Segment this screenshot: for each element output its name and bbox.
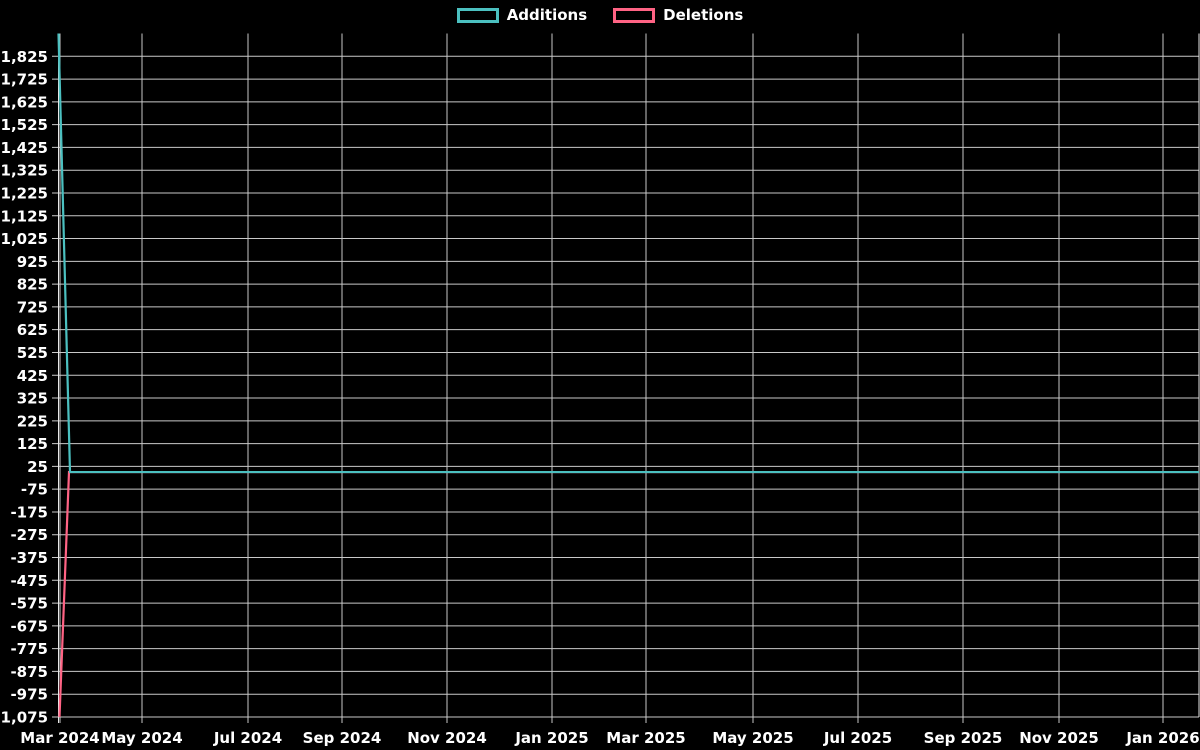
deletions-swatch-icon [613,7,656,23]
y-tick-label: 125 [17,435,48,453]
y-tick-label: -675 [10,617,48,635]
y-tick-label: 1,625 [1,93,48,111]
axis-borders [58,33,1200,723]
x-tick-label: Nov 2024 [407,729,487,747]
y-tick-label: -375 [10,549,48,567]
y-tick-label: 525 [17,344,48,362]
y-tick-label: 625 [17,321,48,339]
y-tick-label: 25 [27,458,48,476]
v-gridlines [59,33,1164,723]
y-tick-label: 1,325 [1,162,48,180]
y-tick-labels: 1,825 1,725 1,625 1,525 1,425 1,325 1,225 1,125… [0,48,48,727]
chart-legend: Additions Deletions [0,6,1200,24]
x-tick-label: May 2025 [712,729,793,747]
y-tick-label: -975 [10,686,48,704]
y-tick-label: -775 [10,640,48,658]
x-tick-label: Sep 2024 [303,729,382,747]
y-tick-label: 325 [17,390,48,408]
y-tick-label: -275 [10,526,48,544]
y-tick-label: 1,825 [1,48,48,66]
y-tick-label: 825 [17,276,48,294]
additions-swatch-icon [456,7,499,23]
y-tick-label: 725 [17,298,48,316]
legend-item-deletions[interactable]: Deletions [613,6,743,24]
legend-label-deletions: Deletions [663,6,744,24]
y-tick-label: 1,225 [1,184,48,202]
x-tick-label: Sep 2025 [924,729,1003,747]
x-tick-label: Jul 2025 [823,729,892,747]
y-tick-label: 1,425 [1,139,48,157]
x-tick-label: Mar 2024 [20,729,99,747]
legend-item-additions[interactable]: Additions [456,6,588,24]
x-tick-label: May 2024 [101,729,182,747]
y-tick-label: -1,075 [0,709,48,727]
y-tick-label: 1,525 [1,116,48,134]
y-tick-label: -475 [10,572,48,590]
y-tick-label: 425 [17,367,48,385]
y-tick-label: 1,125 [1,207,48,225]
x-tick-label: Jul 2024 [213,729,282,747]
legend-label-additions: Additions [506,6,588,24]
y-tick-label: -75 [21,481,48,499]
x-tick-label: Mar 2025 [606,729,685,747]
additions-line [57,33,1199,474]
h-gridlines [52,55,1199,718]
x-tick-labels: Mar 2024 May 2024 Jul 2024 Sep 2024 Nov 2024… [20,729,1199,747]
y-tick-label: 225 [17,412,48,430]
x-tick-label: Jan 2026 [1125,729,1199,747]
y-tick-label: 1,025 [1,230,48,248]
y-tick-label: 1,725 [1,71,48,89]
series-lines [57,33,1199,718]
x-tick-label: Nov 2025 [1019,729,1099,747]
y-tick-label: -875 [10,663,48,681]
y-tick-label: -575 [10,595,48,613]
y-tick-label: -175 [10,503,48,521]
x-tick-label: Jan 2025 [514,729,588,747]
y-tick-label: 925 [17,253,48,271]
deletions-line [58,470,1199,718]
